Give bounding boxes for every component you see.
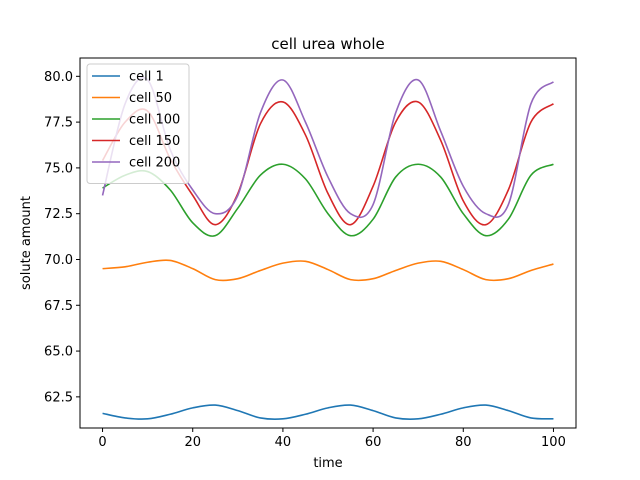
axis-ticks: 0 20 40 60 80 100 62.5 65.0 67.5 70.0 72.5 75.0 77.5…	[44, 70, 566, 450]
x-tick-label: 40	[275, 435, 292, 450]
x-axis-label: time	[313, 456, 342, 471]
legend-label: cell 200	[129, 156, 180, 171]
x-tick-label: 0	[98, 435, 106, 450]
legend-label: cell 150	[129, 134, 180, 149]
legend-box	[86, 63, 190, 184]
x-tick-label: 80	[455, 435, 472, 450]
x-tick-label: 60	[365, 435, 382, 450]
legend-label: cell 100	[129, 113, 180, 128]
y-tick-label: 77.5	[44, 116, 73, 131]
legend-label: cell 50	[129, 91, 172, 106]
series-line-1	[102, 404, 554, 420]
x-tick-label: 100	[541, 435, 566, 450]
y-tick-label: 75.0	[44, 161, 73, 176]
y-tick-label: 67.5	[44, 299, 73, 314]
y-tick-label: 65.0	[44, 345, 73, 360]
y-tick-label: 70.0	[44, 253, 73, 268]
y-tick-label: 80.0	[44, 70, 73, 85]
chart-title: cell urea whole	[271, 35, 384, 53]
series-line-3	[102, 163, 554, 237]
y-tick-label: 62.5	[44, 390, 73, 405]
legend: cell 1 cell 50 cell 100 cell 150 cell 200	[86, 63, 190, 184]
x-tick-label: 20	[184, 435, 201, 450]
legend-label: cell 1	[129, 70, 164, 85]
y-axis-label: solute amount	[19, 196, 34, 290]
series-line-2	[102, 259, 554, 282]
y-tick-label: 72.5	[44, 207, 73, 222]
plot-frame	[79, 57, 577, 429]
